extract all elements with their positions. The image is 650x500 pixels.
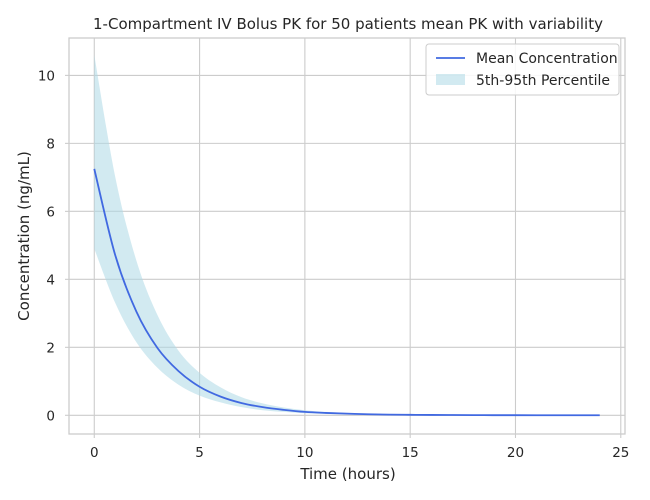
percentile-band [94, 55, 600, 416]
ticks-layer: 0 5 10 15 20 25 0 2 4 6 8 10 [38, 68, 630, 461]
x-tick-label-5: 25 [612, 445, 629, 461]
x-tick-label-0: 0 [90, 445, 99, 461]
mean-line-layer [93, 168, 600, 417]
x-tick-label-1: 5 [195, 445, 204, 461]
x-tick-label-2: 10 [296, 445, 313, 461]
y-tick-label-1: 2 [46, 340, 55, 356]
x-axis-label: Time (hours) [299, 465, 395, 483]
grid-layer [69, 38, 625, 434]
legend-mean-label: Mean Concentration [476, 51, 618, 67]
x-tick-label-3: 15 [402, 445, 419, 461]
x-tick-label-4: 20 [507, 445, 524, 461]
y-tick-label-0: 0 [46, 408, 55, 424]
legend-box [425, 43, 620, 96]
chart-title: 1-Compartment IV Bolus PK for 50 patient… [93, 15, 603, 33]
mean-concentration-line [93, 168, 600, 417]
percentile-band-layer [94, 55, 600, 416]
y-tick-label-4: 8 [46, 136, 55, 152]
legend: Mean Concentration 5th-95th Percentile [425, 43, 620, 96]
y-tick-label-2: 4 [46, 272, 55, 288]
y-axis-label: Concentration (ng/mL) [15, 151, 33, 321]
y-tick-label-3: 6 [46, 204, 55, 220]
plot-frame [68, 37, 626, 435]
legend-band-swatch [436, 74, 465, 85]
y-tick-label-5: 10 [38, 68, 55, 84]
legend-band-label: 5th-95th Percentile [476, 73, 610, 89]
